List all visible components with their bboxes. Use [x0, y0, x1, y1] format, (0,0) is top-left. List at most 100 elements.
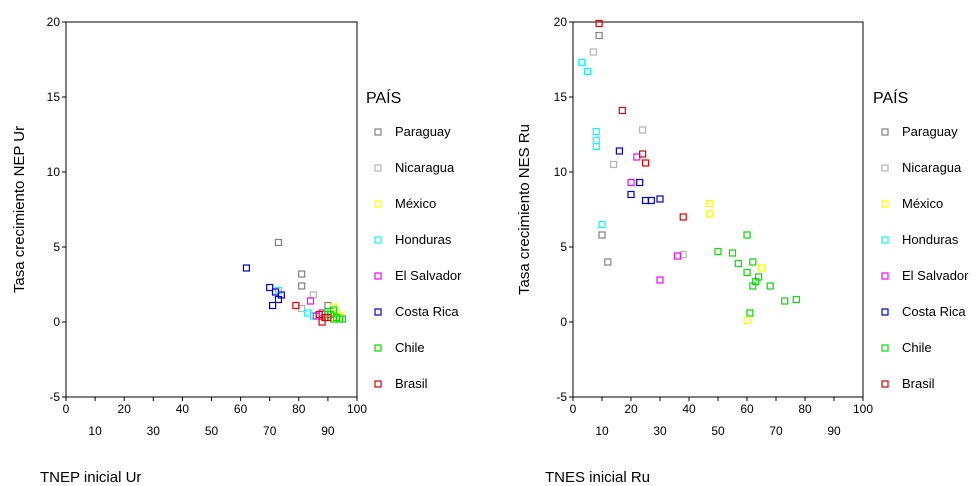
x-tick-label: 10: [88, 424, 102, 438]
data-point-el-salvador: [673, 252, 682, 260]
data-point-costa-rica: [274, 295, 283, 304]
data-point-honduras: [578, 58, 586, 67]
x-tick-label: 90: [321, 424, 335, 438]
x-tick-label: 30: [653, 424, 667, 438]
legend-marker: [374, 236, 382, 244]
data-point-nicaragua: [609, 160, 618, 169]
legend-label: Brasil: [902, 376, 935, 391]
legend-marker: [881, 128, 889, 136]
data-point-el-salvador: [656, 276, 664, 284]
data-point-costa-rica: [636, 178, 644, 187]
data-point-nicaragua: [589, 48, 597, 56]
legend-marker: [881, 236, 889, 244]
legend-label: Paraguay: [902, 124, 958, 139]
legend-marker: [374, 344, 382, 352]
x-tick-label: 100: [853, 402, 873, 416]
data-point-méxico: [757, 264, 766, 272]
y-tick-label: 20: [554, 15, 568, 29]
data-point-nicaragua: [638, 126, 647, 134]
x-tick-label: 20: [118, 402, 132, 416]
data-point-el-salvador: [306, 297, 315, 305]
legend-marker: [881, 272, 889, 280]
data-point-chile: [734, 259, 742, 268]
data-point-chile: [749, 282, 757, 290]
data-point-chile: [746, 309, 754, 317]
legend-marker: [374, 200, 382, 208]
data-point-chile: [338, 315, 347, 323]
y-axis-label: Tasa crecimiento NES Ru: [516, 124, 533, 295]
legend-marker: [374, 380, 382, 388]
legend-marker: [374, 128, 382, 136]
data-point-paraguay: [604, 258, 612, 266]
y-tick-label: 5: [53, 240, 60, 254]
data-point-costa-rica: [269, 301, 277, 310]
data-point-paraguay: [274, 238, 283, 247]
legend-label: Costa Rica: [395, 304, 459, 319]
x-tick-label: 60: [234, 402, 248, 416]
y-tick-label: 5: [560, 240, 567, 254]
data-point-chile: [743, 231, 751, 239]
data-point-el-salvador: [627, 178, 635, 187]
data-point-chile: [714, 247, 722, 256]
y-tick-label: 10: [554, 165, 568, 179]
legend-marker: [881, 380, 889, 388]
data-point-brasil: [618, 106, 626, 115]
data-point-méxico: [743, 316, 751, 325]
legend-label: México: [902, 196, 943, 211]
legend-label: Honduras: [902, 232, 959, 247]
x-tick-label: 80: [292, 402, 306, 416]
legend-marker: [374, 308, 382, 316]
data-point-honduras: [583, 67, 592, 76]
data-point-chile: [330, 306, 338, 314]
data-point-méxico: [705, 199, 713, 208]
legend-label: Chile: [902, 340, 932, 355]
data-point-paraguay: [298, 270, 306, 278]
legend-marker: [881, 200, 889, 208]
data-point-chile: [743, 268, 751, 277]
x-axis-label: TNEP inicial Ur: [40, 469, 141, 486]
data-point-chile: [781, 297, 789, 305]
y-tick-label: 10: [47, 165, 61, 179]
x-axis-label: TNES inicial Ru: [545, 469, 650, 486]
data-point-chile: [749, 258, 757, 266]
data-point-chile: [792, 295, 800, 304]
data-point-chile: [728, 249, 737, 257]
data-point-honduras: [592, 142, 600, 151]
legend-marker: [881, 344, 889, 352]
data-point-paraguay: [598, 231, 606, 239]
x-tick-label: 40: [176, 402, 190, 416]
data-point-honduras: [592, 127, 600, 136]
data-point-paraguay: [595, 31, 603, 40]
legend-marker: [374, 164, 382, 172]
data-point-brasil: [324, 313, 332, 322]
data-point-méxico: [705, 210, 713, 218]
x-tick-label: 50: [205, 424, 219, 438]
y-tick-label: -5: [49, 390, 60, 404]
legend-label: Paraguay: [395, 124, 451, 139]
legend-label: El Salvador: [395, 268, 462, 283]
y-tick-label: 0: [53, 315, 60, 329]
data-point-brasil: [638, 150, 647, 158]
x-tick-label: 40: [682, 402, 696, 416]
y-axis-label: Tasa crecimiento NEP Ur: [11, 126, 28, 293]
data-point-costa-rica: [615, 147, 624, 155]
data-point-brasil: [595, 19, 603, 28]
legend-marker: [881, 308, 889, 316]
x-tick-label: 10: [595, 424, 609, 438]
x-tick-label: 0: [63, 402, 70, 416]
data-point-chile: [766, 282, 774, 290]
x-tick-label: 0: [570, 402, 577, 416]
data-point-costa-rica: [656, 195, 664, 203]
legend-label: Honduras: [395, 232, 452, 247]
x-tick-label: 60: [740, 402, 754, 416]
legend-marker: [374, 272, 382, 280]
data-point-brasil: [292, 301, 300, 310]
legend-label: México: [395, 196, 436, 211]
x-tick-label: 70: [769, 424, 783, 438]
x-tick-label: 90: [827, 424, 841, 438]
data-point-brasil: [641, 159, 650, 167]
legend-title: PAÍS: [366, 88, 401, 107]
y-tick-label: -5: [556, 390, 567, 404]
x-tick-label: 80: [798, 402, 812, 416]
